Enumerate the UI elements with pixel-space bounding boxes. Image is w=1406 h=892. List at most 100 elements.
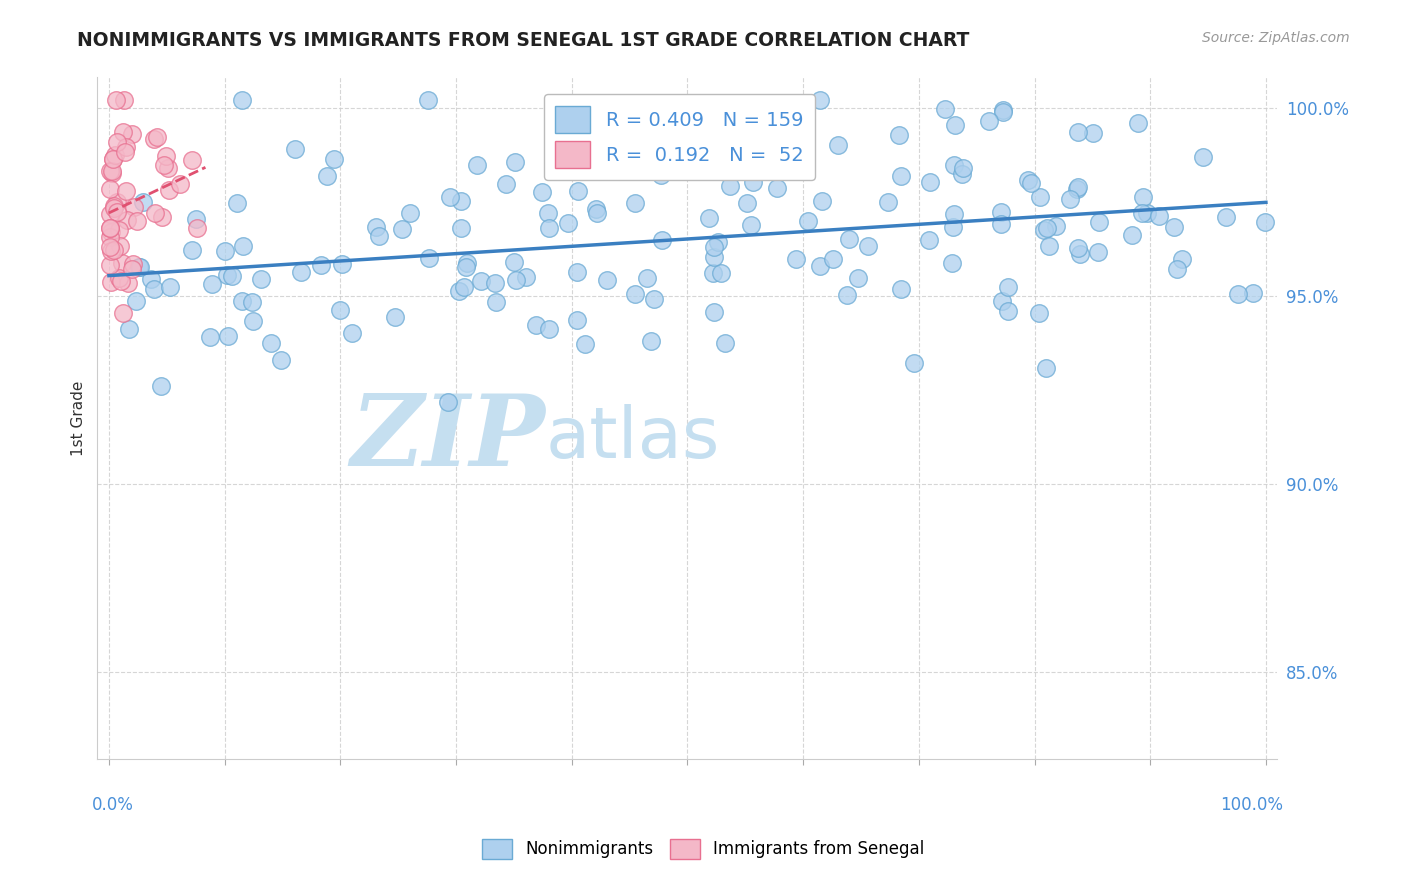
Point	[703, 304, 725, 318]
Point	[1192, 150, 1215, 164]
Point	[765, 181, 787, 195]
Point	[823, 252, 845, 267]
Point	[942, 207, 965, 221]
Point	[1126, 115, 1149, 129]
Point	[100, 275, 122, 289]
Point	[810, 194, 832, 209]
Point	[1163, 220, 1185, 235]
Point	[735, 195, 758, 210]
Point	[484, 276, 506, 290]
Point	[122, 257, 145, 271]
Point	[107, 271, 129, 285]
Point	[217, 329, 239, 343]
Point	[226, 195, 249, 210]
Point	[991, 105, 1014, 120]
Point	[384, 310, 406, 325]
Legend: R = 0.409   N = 159, R =  0.192   N =  52: R = 0.409 N = 159, R = 0.192 N = 52	[544, 94, 815, 180]
Point	[485, 295, 508, 310]
Point	[877, 194, 900, 209]
Text: 0.0%: 0.0%	[91, 797, 134, 814]
Point	[143, 282, 166, 296]
Point	[846, 271, 869, 285]
Point	[1059, 192, 1081, 206]
Point	[1028, 306, 1050, 320]
Point	[465, 159, 488, 173]
Point	[565, 265, 588, 279]
Point	[118, 321, 141, 335]
Point	[740, 219, 762, 233]
Point	[114, 145, 136, 159]
Point	[100, 244, 122, 258]
Point	[111, 306, 134, 320]
Point	[418, 93, 440, 107]
Point	[105, 135, 128, 149]
Point	[643, 292, 665, 306]
Point	[454, 260, 477, 274]
Point	[1033, 223, 1056, 237]
Point	[449, 284, 471, 298]
Point	[156, 161, 179, 176]
Point	[1038, 239, 1060, 253]
Point	[1136, 205, 1159, 219]
Point	[232, 238, 254, 252]
Point	[240, 294, 263, 309]
Point	[890, 169, 912, 183]
Point	[132, 195, 155, 210]
Point	[450, 194, 472, 208]
Text: ZIP: ZIP	[352, 391, 546, 487]
Point	[1087, 244, 1109, 259]
Point	[157, 183, 180, 197]
Point	[143, 132, 166, 146]
Point	[1029, 189, 1052, 203]
Point	[146, 129, 169, 144]
Text: NONIMMIGRANTS VS IMMIGRANTS FROM SENEGAL 1ST GRADE CORRELATION CHART: NONIMMIGRANTS VS IMMIGRANTS FROM SENEGAL…	[77, 31, 970, 50]
Point	[574, 337, 596, 351]
Point	[990, 204, 1012, 219]
Point	[537, 221, 560, 235]
Point	[128, 260, 150, 274]
Point	[1067, 179, 1090, 194]
Point	[112, 93, 135, 107]
Point	[111, 256, 134, 270]
Point	[323, 153, 346, 167]
Point	[918, 175, 941, 189]
Point	[586, 206, 609, 220]
Point	[1035, 360, 1057, 375]
Point	[835, 288, 858, 302]
Point	[990, 217, 1012, 231]
Point	[270, 353, 292, 368]
Point	[260, 335, 283, 350]
Point	[703, 250, 725, 264]
Point	[808, 259, 831, 273]
Point	[159, 280, 181, 294]
Point	[502, 255, 524, 269]
Point	[98, 164, 121, 178]
Point	[141, 271, 163, 285]
Point	[997, 303, 1019, 318]
Point	[1081, 126, 1104, 140]
Point	[121, 127, 143, 141]
Y-axis label: 1st Grade: 1st Grade	[72, 380, 86, 456]
Point	[537, 206, 560, 220]
Point	[943, 118, 966, 132]
Point	[623, 195, 645, 210]
Point	[934, 102, 956, 116]
Point	[180, 244, 202, 258]
Point	[991, 294, 1014, 309]
Point	[115, 140, 138, 154]
Point	[150, 210, 173, 224]
Point	[797, 214, 820, 228]
Point	[1035, 220, 1057, 235]
Point	[997, 280, 1019, 294]
Point	[125, 294, 148, 309]
Point	[104, 93, 127, 107]
Point	[169, 177, 191, 191]
Point	[450, 221, 472, 235]
Point	[1045, 219, 1067, 234]
Point	[651, 233, 673, 247]
Point	[117, 276, 139, 290]
Point	[703, 239, 725, 253]
Point	[103, 244, 125, 258]
Point	[1019, 176, 1042, 190]
Point	[242, 314, 264, 328]
